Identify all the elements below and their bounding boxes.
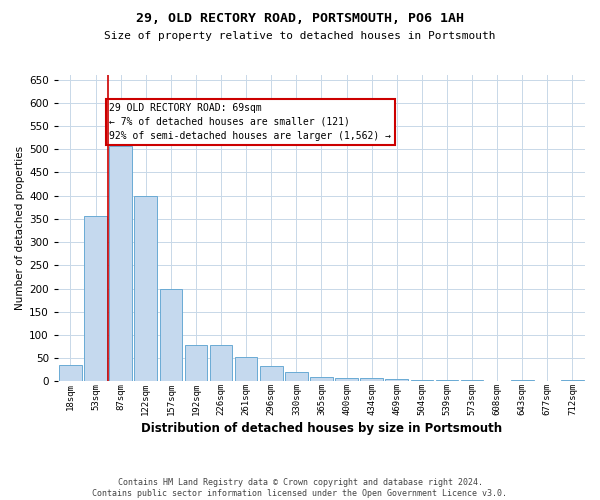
Y-axis label: Number of detached properties: Number of detached properties [15, 146, 25, 310]
Bar [109, 146, 132, 382]
Bar [385, 379, 408, 382]
Bar [511, 380, 533, 382]
Bar [461, 380, 484, 382]
X-axis label: Distribution of detached houses by size in Portsmouth: Distribution of detached houses by size … [141, 422, 502, 435]
Bar [335, 378, 358, 382]
Bar [185, 345, 207, 382]
Text: Size of property relative to detached houses in Portsmouth: Size of property relative to detached ho… [104, 31, 496, 41]
Bar [285, 372, 308, 382]
Bar [235, 358, 257, 382]
Bar [436, 380, 458, 382]
Bar [84, 216, 107, 382]
Bar [210, 345, 232, 382]
Text: Contains HM Land Registry data © Crown copyright and database right 2024.
Contai: Contains HM Land Registry data © Crown c… [92, 478, 508, 498]
Bar [410, 380, 433, 382]
Text: 29, OLD RECTORY ROAD, PORTSMOUTH, PO6 1AH: 29, OLD RECTORY ROAD, PORTSMOUTH, PO6 1A… [136, 12, 464, 26]
Bar [160, 288, 182, 382]
Bar [361, 378, 383, 382]
Bar [561, 380, 584, 382]
Bar [260, 366, 283, 382]
Bar [134, 196, 157, 382]
Bar [310, 377, 333, 382]
Bar [59, 365, 82, 382]
Text: 29 OLD RECTORY ROAD: 69sqm
← 7% of detached houses are smaller (121)
92% of semi: 29 OLD RECTORY ROAD: 69sqm ← 7% of detac… [109, 103, 391, 141]
